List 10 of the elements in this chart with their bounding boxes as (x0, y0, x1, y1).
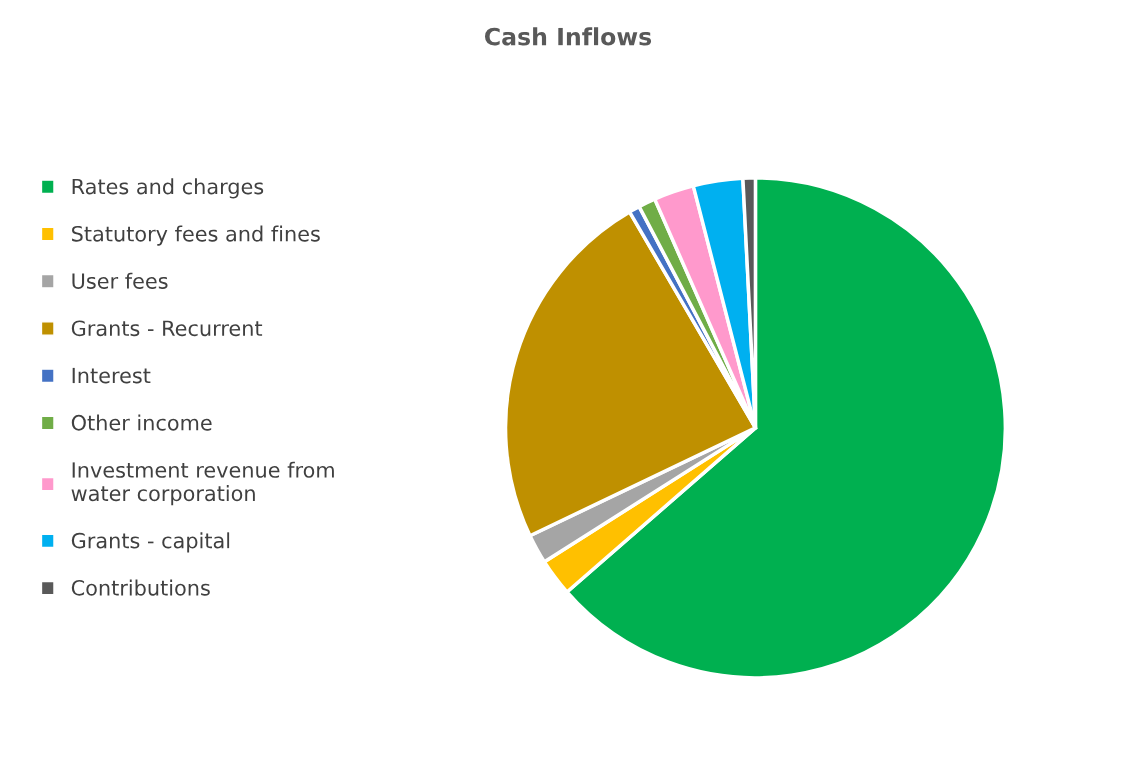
legend-label: Contributions (71, 579, 210, 596)
legend-label: Rates and charges (72, 178, 264, 199)
legend-label: Statutory fees and fines (72, 225, 320, 246)
legend-label: Other income (71, 414, 212, 431)
legend-label: Grants - Recurrent (71, 320, 263, 337)
chart-title: Cash Inflows (484, 27, 652, 46)
legend-label: Interest (72, 367, 151, 384)
legend-label: Grants - capital (71, 532, 230, 553)
legend-label: Investment revenue from water corporation (71, 461, 334, 506)
legend-label: User fees (72, 272, 168, 289)
